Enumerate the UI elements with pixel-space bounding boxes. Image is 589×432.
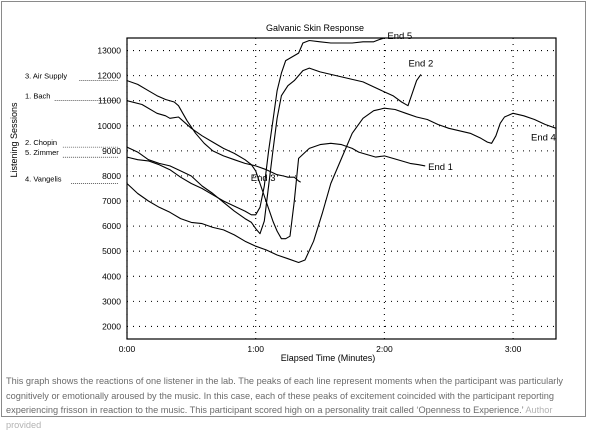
series-end-label: End 1 (428, 162, 453, 173)
series-name-label: 3. Air Supply (25, 72, 67, 81)
gsr-chart: 2000300040005000600070008000900010000110… (9, 23, 557, 363)
x-tick-label: 0:00 (119, 344, 136, 354)
series-end-label: End 4 (531, 132, 556, 143)
series-end-label: End 2 (408, 58, 433, 69)
series-line (126, 67, 422, 235)
series-name-label: 1. Bach (25, 92, 50, 101)
y-tick-label: 4000 (102, 271, 121, 281)
y-tick-label: 13000 (97, 46, 121, 56)
series-line (126, 107, 557, 264)
x-tick-label: 2:00 (376, 344, 393, 354)
y-axis-label: Listening Sessions (9, 102, 19, 178)
series-end-label: End 5 (387, 31, 412, 42)
series-name-label: 4. Vangelis (25, 174, 62, 183)
y-tick-label: 8000 (102, 171, 121, 181)
chart-title: Galvanic Skin Response (266, 23, 364, 33)
series-name-label: 5. Zimmer (25, 148, 59, 157)
y-tick-label: 5000 (102, 246, 121, 256)
caption-text: This graph shows the reactions of one li… (6, 376, 563, 415)
tick-labels: 2000300040005000600070008000900010000110… (97, 46, 521, 354)
y-tick-label: 2000 (102, 321, 121, 331)
y-tick-label: 9000 (102, 146, 121, 156)
y-tick-label: 10000 (97, 121, 121, 131)
x-axis-label: Elapsed Time (Minutes) (281, 353, 376, 363)
figure-frame (1, 1, 586, 417)
series-end-label: End 3 (251, 173, 276, 184)
y-tick-label: 7000 (102, 196, 121, 206)
y-tick-label: 6000 (102, 221, 121, 231)
y-tick-label: 3000 (102, 296, 121, 306)
grid-layer (126, 38, 556, 339)
series-layer (126, 37, 557, 264)
series-line (126, 100, 426, 240)
x-tick-label: 1:00 (247, 344, 264, 354)
series-line (126, 37, 385, 216)
y-tick-label: 12000 (97, 71, 121, 81)
series-line (126, 80, 301, 183)
series-labels: 1. Bach 2. Chopin 3. Air Supply 4. Vangelis… (25, 31, 556, 184)
series-name-label: 2. Chopin (25, 138, 57, 147)
plot-area-border (126, 37, 557, 340)
figure-caption: This graph shows the reactions of one li… (6, 374, 584, 432)
x-tick-label: 3:00 (505, 344, 522, 354)
